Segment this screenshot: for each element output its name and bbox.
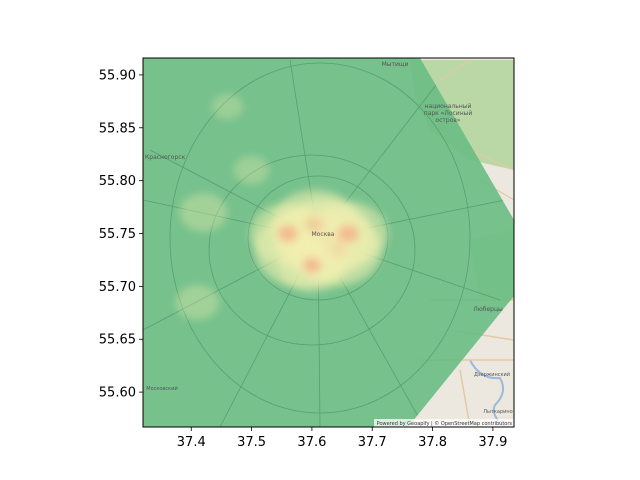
y-tick-label: 55.60 <box>99 386 136 401</box>
x-tick-label: 37.9 <box>478 435 507 450</box>
y-tick-label: 55.90 <box>99 68 136 83</box>
y-tick-label: 55.85 <box>99 121 136 136</box>
place-label-lytkarino: Лыткарино <box>483 409 512 415</box>
axes-frame <box>142 57 515 428</box>
x-axis: 37.4 37.5 37.6 37.7 37.8 37.9 <box>177 427 507 450</box>
heat-warm <box>302 257 322 274</box>
y-tick-label: 55.65 <box>99 333 136 348</box>
y-tick-label: 55.75 <box>99 227 136 242</box>
heat-overlay <box>143 58 514 427</box>
map-labels: Мытищи национальный парк «Лосиный остров» … <box>145 61 514 427</box>
road-network <box>143 59 506 427</box>
place-label-krasnogorsk: Красногорск <box>145 154 186 161</box>
x-tick-label: 37.5 <box>237 435 266 450</box>
x-tick-label: 37.6 <box>297 435 326 450</box>
heat-glow <box>175 284 220 320</box>
place-label-lyubertsy: Люберцы <box>473 306 503 313</box>
x-tick-label: 37.4 <box>177 435 206 450</box>
heat-glow <box>179 193 228 232</box>
y-tick-label: 55.70 <box>99 280 136 295</box>
place-label-moskovsky: Московский <box>146 385 177 392</box>
heat-glow <box>211 93 244 120</box>
x-tick-label: 37.7 <box>358 435 387 450</box>
attribution-background <box>374 419 514 427</box>
y-axis: 55.60 55.65 55.70 55.75 55.80 55.85 55.90 <box>99 68 143 401</box>
attribution-text: Powered by Geoapify | © OpenStreetMap co… <box>377 420 513 427</box>
place-label-moskva: Москва <box>312 231 335 238</box>
heat-warm <box>337 224 359 243</box>
heat-warm <box>277 224 299 243</box>
place-label-mytishchi: Мытищи <box>382 61 409 68</box>
place-label-losiny: национальный парк «Лосиный остров» <box>424 103 473 124</box>
river <box>469 359 506 427</box>
heat-glow <box>233 155 270 185</box>
x-tick-label: 37.8 <box>418 435 447 450</box>
place-label-dzerzhinsky: Дзержинский <box>474 371 510 378</box>
y-tick-label: 55.80 <box>99 174 136 189</box>
